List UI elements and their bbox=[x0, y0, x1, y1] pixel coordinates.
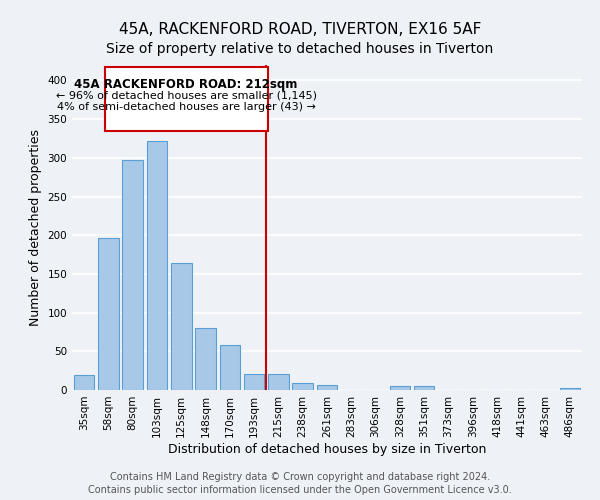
Text: 4% of semi-detached houses are larger (43) →: 4% of semi-detached houses are larger (4… bbox=[57, 102, 316, 112]
Bar bbox=[122, 160, 143, 390]
Bar bbox=[74, 374, 94, 390]
X-axis label: Distribution of detached houses by size in Tiverton: Distribution of detached houses by size … bbox=[168, 442, 486, 456]
Text: 45A, RACKENFORD ROAD, TIVERTON, EX16 5AF: 45A, RACKENFORD ROAD, TIVERTON, EX16 5AF bbox=[119, 22, 481, 38]
Text: 45A RACKENFORD ROAD: 212sqm: 45A RACKENFORD ROAD: 212sqm bbox=[74, 78, 298, 91]
Bar bbox=[414, 386, 434, 390]
Bar bbox=[292, 383, 313, 390]
Y-axis label: Number of detached properties: Number of detached properties bbox=[29, 129, 42, 326]
Bar bbox=[105, 66, 268, 131]
Bar bbox=[389, 386, 410, 390]
Bar bbox=[317, 386, 337, 390]
Bar bbox=[146, 141, 167, 390]
Text: ← 96% of detached houses are smaller (1,145): ← 96% of detached houses are smaller (1,… bbox=[56, 90, 317, 101]
Bar bbox=[560, 388, 580, 390]
Bar bbox=[171, 263, 191, 390]
Bar bbox=[220, 345, 240, 390]
Bar bbox=[195, 328, 216, 390]
Text: Contains HM Land Registry data © Crown copyright and database right 2024.: Contains HM Land Registry data © Crown c… bbox=[110, 472, 490, 482]
Bar bbox=[268, 374, 289, 390]
Bar bbox=[244, 374, 265, 390]
Bar bbox=[98, 238, 119, 390]
Text: Contains public sector information licensed under the Open Government Licence v3: Contains public sector information licen… bbox=[88, 485, 512, 495]
Text: Size of property relative to detached houses in Tiverton: Size of property relative to detached ho… bbox=[106, 42, 494, 56]
